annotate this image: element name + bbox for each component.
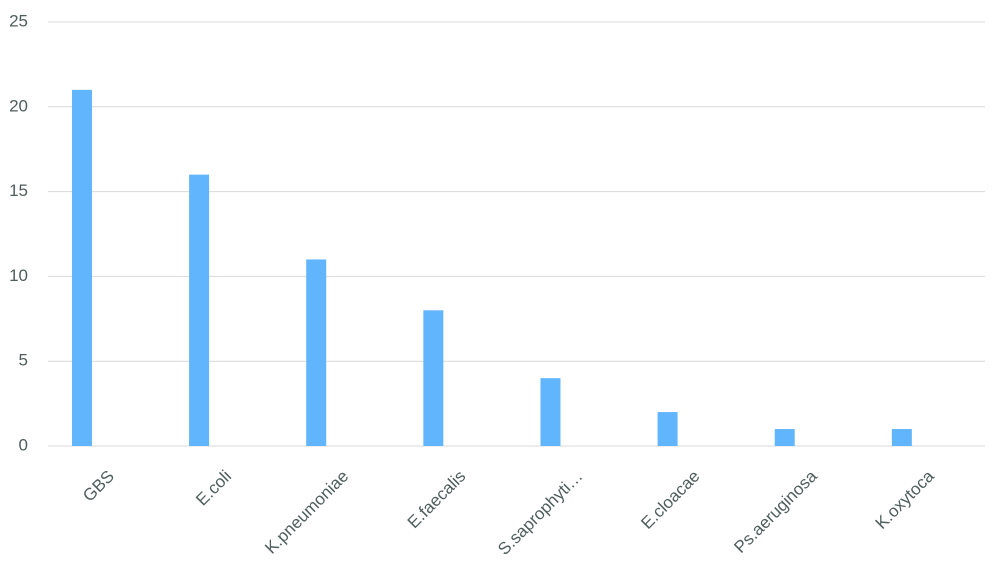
x-tick-label: S.saprophyti…: [494, 467, 586, 559]
bar: [774, 429, 795, 446]
bar: [306, 259, 327, 446]
y-tick-label: 20: [9, 96, 28, 115]
y-tick-label: 10: [9, 266, 28, 285]
y-tick-label: 0: [19, 435, 28, 454]
y-tick-label: 15: [9, 181, 28, 200]
x-tick-label: E.coli: [192, 467, 235, 510]
bar: [891, 429, 912, 446]
bar: [189, 174, 210, 446]
y-tick-label: 25: [9, 11, 28, 30]
x-tick-label: GBS: [79, 467, 118, 506]
y-tick-label: 5: [19, 351, 28, 370]
x-tick-label: E.cloacae: [637, 467, 703, 533]
x-tick-label: E.faecalis: [404, 467, 470, 533]
bar: [540, 378, 561, 446]
x-tick-label: K.pneumoniae: [261, 467, 352, 558]
bar: [423, 310, 444, 446]
bar: [657, 412, 678, 446]
x-tick-label: Ps.aeruginosa: [730, 466, 821, 557]
bar: [71, 89, 92, 446]
x-tick-label: K.oxytoca: [872, 466, 939, 533]
